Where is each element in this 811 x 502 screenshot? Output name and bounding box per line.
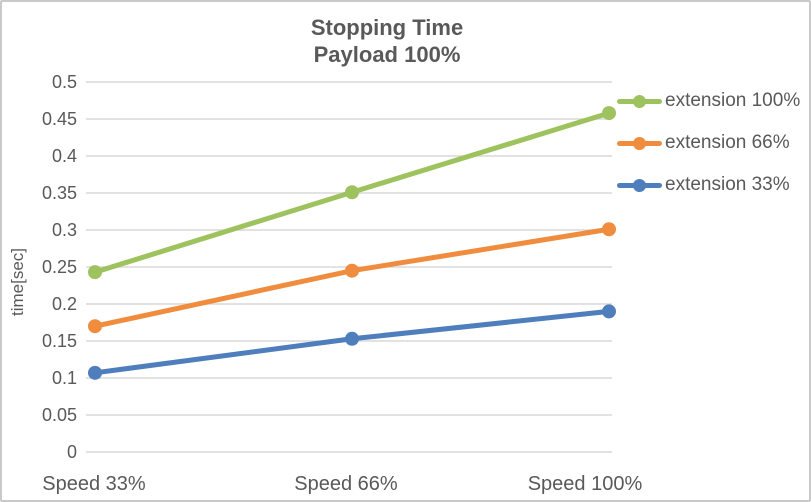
legend-marker-dot [633,178,646,192]
y-tick-label: 0.25 [42,257,77,277]
legend-item: extension 33% [617,171,790,199]
y-tick-label: 0.1 [52,368,77,388]
x-axis-label: Speed 33% [42,473,146,495]
legend-line-marker-icon [617,87,662,115]
legend-marker-dot [633,136,646,150]
legend-label: extension 100% [665,90,801,111]
y-tick-label: 0.3 [52,220,77,240]
data-point-marker [602,222,616,237]
legend-item: extension 100% [617,87,800,115]
y-tick-label: 0.35 [42,183,77,203]
legend-line-marker-icon [617,129,662,157]
y-tick-label: 0.45 [42,109,77,129]
data-point-marker [345,185,359,200]
data-point-marker [88,365,102,380]
data-point-marker [602,106,616,121]
series-line-1 [92,226,612,329]
y-tick-label: 0.05 [42,405,77,425]
legend-item: extension 66% [617,129,790,157]
data-point-marker [345,263,359,278]
y-tick-label: 0.15 [42,331,77,351]
x-axis-label: Speed 100% [528,473,643,495]
y-tick-label: 0.4 [52,146,77,166]
legend-label: extension 33% [665,174,790,195]
data-point-marker [345,331,359,346]
y-tick-label: 0.2 [52,294,77,314]
legend-label: extension 66% [665,132,790,153]
legend-line-marker-icon [617,171,662,199]
legend-marker-dot [633,94,646,108]
x-axis-label: Speed 66% [294,473,398,495]
data-point-marker [88,319,102,334]
data-point-marker [602,304,616,319]
chart-title-line2: Payload 100% [313,42,461,67]
data-point-marker [88,265,102,280]
chart-title-line1: Stopping Time [310,15,464,40]
y-tick-label: 0.5 [52,72,77,92]
y-tick-label: 0 [67,442,77,462]
chart-title: Stopping Time Payload 100% [2,14,772,68]
